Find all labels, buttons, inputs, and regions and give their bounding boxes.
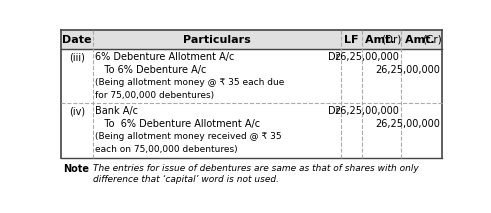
Text: LF: LF [344, 35, 359, 45]
Text: Bank A/c: Bank A/c [95, 106, 138, 116]
Text: 6% Debenture Allotment A/c: 6% Debenture Allotment A/c [95, 52, 235, 62]
Text: 26,25,00,000: 26,25,00,000 [334, 52, 399, 62]
Text: 26,25,00,000: 26,25,00,000 [334, 106, 399, 116]
Bar [61, 30, 442, 49]
Text: Dr: Dr [328, 52, 340, 62]
Text: for 75,00,000 debentures): for 75,00,000 debentures) [95, 91, 215, 100]
Text: 26,25,00,000: 26,25,00,000 [375, 65, 440, 75]
Text: (Being allotment money @ ₹ 35 each due: (Being allotment money @ ₹ 35 each due [95, 78, 285, 87]
Text: Amt.: Amt. [405, 35, 438, 45]
Text: To 6% Debenture A/c: To 6% Debenture A/c [95, 65, 207, 75]
Text: (iii): (iii) [69, 52, 85, 62]
Text: To  6% Debenture Allotment A/c: To 6% Debenture Allotment A/c [95, 119, 260, 129]
Text: (Being allotment money received @ ₹ 35: (Being allotment money received @ ₹ 35 [95, 132, 282, 141]
Text: (Dr): (Dr) [382, 35, 402, 45]
Text: (Cr): (Cr) [422, 35, 441, 45]
Text: The entries for issue of debentures are same as that of shares with only
differe: The entries for issue of debentures are … [93, 164, 418, 184]
Text: Particulars: Particulars [183, 35, 251, 45]
Text: 26,25,00,000: 26,25,00,000 [375, 119, 440, 129]
Text: Amt.: Amt. [365, 35, 398, 45]
Text: Dr: Dr [328, 106, 340, 116]
Text: Date: Date [62, 35, 92, 45]
Text: (iv): (iv) [69, 106, 85, 116]
Text: each on 75,00,000 debentures): each on 75,00,000 debentures) [95, 145, 238, 154]
Text: Note: Note [63, 164, 89, 174]
